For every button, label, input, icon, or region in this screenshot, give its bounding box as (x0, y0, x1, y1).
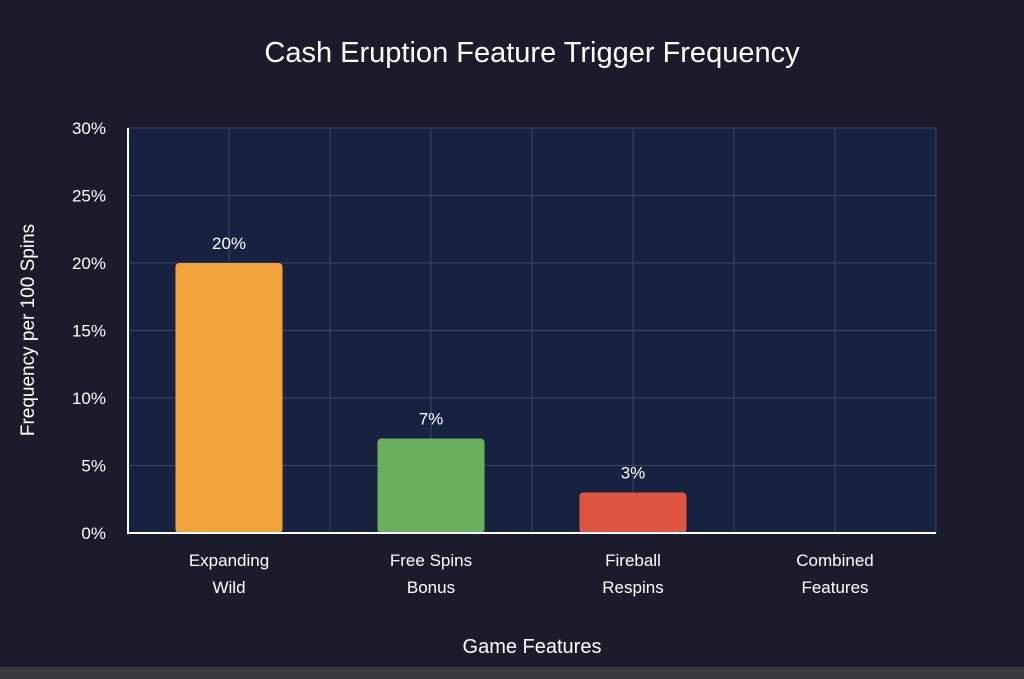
data-label-3: 3% (621, 464, 646, 483)
y-tick-label: 20% (72, 254, 106, 273)
y-tick-label: 5% (81, 457, 106, 476)
bottom-bar (0, 667, 1024, 679)
y-axis-ticks: 0% 5% 10% 15% 20% 25% 30% (72, 119, 106, 543)
x-tick-label: Fireball Respins (602, 551, 663, 597)
x-axis-ticks: Expanding Wild Free Spins Bonus Fireball Resp… (189, 551, 874, 597)
x-axis-label: Game Features (463, 636, 602, 658)
x-tick-label: Expanding Wild (189, 551, 269, 597)
data-label-2: 7% (419, 410, 444, 429)
bar-3 (579, 492, 687, 533)
y-axis-label: Frequency per 100 Spins (18, 224, 39, 436)
chart-title: Cash Eruption Feature Trigger Frequency (264, 37, 800, 69)
x-tick-label: Combined Features (796, 551, 874, 597)
y-tick-label: 0% (81, 524, 106, 543)
y-tick-label: 10% (72, 389, 106, 408)
y-tick-label: 30% (72, 119, 106, 138)
data-label-1: 20% (212, 234, 246, 253)
y-tick-label: 15% (72, 322, 106, 341)
bar-2 (377, 438, 485, 533)
bar-1 (175, 263, 283, 533)
x-tick-label: Free Spins Bonus (390, 551, 472, 597)
bars: 20% 7% 3% (175, 234, 687, 533)
y-tick-label: 25% (72, 187, 106, 206)
